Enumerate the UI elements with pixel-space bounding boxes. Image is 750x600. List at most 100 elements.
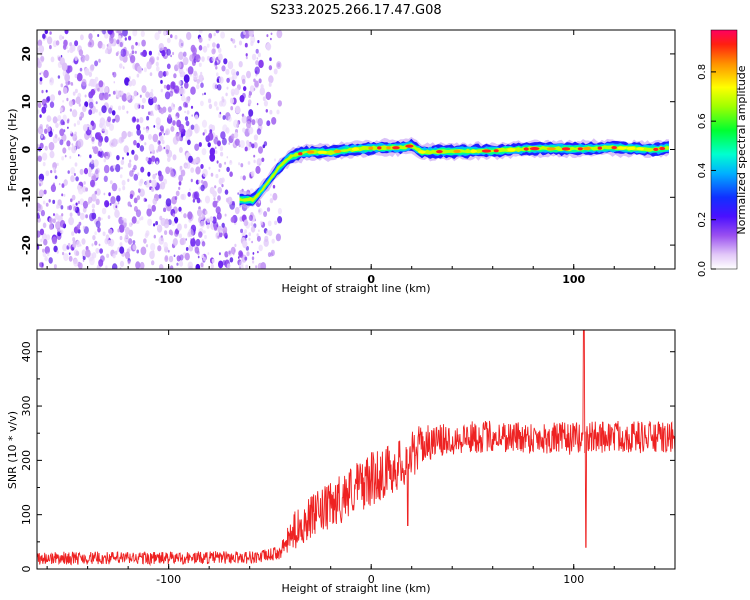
noise-speckle <box>120 90 124 96</box>
noise-speckle <box>68 100 74 107</box>
y-tick-label: 400 <box>20 341 33 362</box>
noise-speckle <box>119 174 123 179</box>
noise-speckle <box>164 256 169 262</box>
noise-speckle <box>256 233 259 237</box>
noise-speckle <box>37 214 40 219</box>
noise-speckle <box>38 189 45 198</box>
noise-speckle <box>41 233 47 241</box>
noise-speckle <box>175 190 180 197</box>
noise-speckle <box>37 109 40 114</box>
noise-speckle <box>89 212 95 222</box>
noise-speckle <box>250 222 254 227</box>
noise-speckle <box>154 157 160 165</box>
noise-speckle <box>184 116 189 121</box>
noise-speckle <box>218 260 224 269</box>
noise-speckle <box>217 199 220 203</box>
noise-speckle <box>121 105 125 110</box>
noise-speckle <box>149 179 152 184</box>
noise-speckle <box>208 103 213 109</box>
noise-speckle <box>221 177 225 183</box>
noise-speckle <box>71 109 78 118</box>
noise-speckle <box>194 246 200 254</box>
noise-speckle <box>215 30 220 34</box>
noise-speckle <box>141 51 145 57</box>
noise-speckle <box>139 261 145 269</box>
noise-speckle <box>91 136 95 142</box>
y-tick-label: 20 <box>20 46 33 62</box>
noise-speckle <box>118 105 122 111</box>
noise-speckle <box>202 168 208 178</box>
noise-speckle <box>60 54 63 58</box>
noise-speckle <box>53 264 57 269</box>
noise-speckle <box>56 162 59 166</box>
noise-speckle <box>211 55 216 62</box>
noise-speckle <box>166 84 171 91</box>
noise-speckle <box>227 60 234 70</box>
noise-speckle <box>127 201 131 207</box>
noise-speckle <box>124 251 131 260</box>
noise-speckle <box>265 229 270 236</box>
noise-speckle <box>276 109 280 115</box>
noise-speckle <box>107 215 111 220</box>
noise-speckle <box>259 163 261 166</box>
noise-speckle <box>79 67 83 72</box>
noise-speckle <box>143 127 145 130</box>
noise-speckle <box>258 229 260 232</box>
noise-speckle <box>74 73 78 78</box>
noise-speckle <box>236 71 240 76</box>
noise-speckle <box>251 119 256 126</box>
noise-speckle <box>157 225 160 229</box>
noise-speckle <box>158 43 164 51</box>
noise-speckle <box>131 216 137 224</box>
noise-speckle <box>258 78 262 84</box>
noise-speckle <box>50 56 55 63</box>
noise-speckle <box>217 235 220 239</box>
noise-speckle <box>181 237 186 245</box>
noise-speckle <box>101 207 107 215</box>
noise-speckle <box>90 159 94 165</box>
noise-speckle <box>61 213 64 217</box>
noise-speckle <box>124 227 130 235</box>
noise-speckle <box>55 40 60 46</box>
noise-speckle <box>244 256 248 261</box>
noise-speckle <box>37 126 44 135</box>
ridge-hotspot <box>659 146 666 151</box>
ridge-hotspot <box>470 149 477 153</box>
noise-speckle <box>37 102 42 109</box>
noise-speckle <box>82 225 86 230</box>
ridge-hotspot <box>523 147 529 151</box>
noise-speckle <box>163 241 168 249</box>
noise-speckle <box>117 228 120 233</box>
noise-speckle <box>242 175 246 181</box>
noise-speckle <box>152 133 159 143</box>
noise-speckle <box>131 116 137 123</box>
noise-speckle <box>136 142 140 148</box>
noise-speckle <box>73 173 76 176</box>
noise-speckle <box>131 95 135 100</box>
noise-speckle <box>49 101 55 108</box>
noise-speckle <box>48 130 53 138</box>
noise-speckle <box>255 165 261 174</box>
noise-speckle <box>248 109 254 117</box>
noise-speckle <box>256 235 261 242</box>
noise-speckle <box>49 45 52 50</box>
noise-speckle <box>170 81 176 89</box>
noise-speckle <box>196 197 201 204</box>
noise-speckle <box>256 57 259 60</box>
noise-speckle <box>50 170 53 174</box>
noise-speckle <box>253 154 256 158</box>
noise-speckle <box>148 134 152 140</box>
noise-speckle <box>55 221 61 230</box>
noise-speckle <box>222 260 226 266</box>
noise-speckle <box>139 117 144 124</box>
noise-speckle <box>37 61 42 69</box>
noise-speckle <box>103 175 108 182</box>
noise-speckle <box>170 34 173 39</box>
noise-speckle <box>63 39 68 47</box>
noise-speckle <box>239 140 245 148</box>
noise-speckle <box>218 252 221 256</box>
y-tick-label: 300 <box>20 396 33 417</box>
noise-speckle <box>74 40 79 47</box>
noise-speckle <box>139 145 145 152</box>
noise-speckle <box>68 205 73 211</box>
